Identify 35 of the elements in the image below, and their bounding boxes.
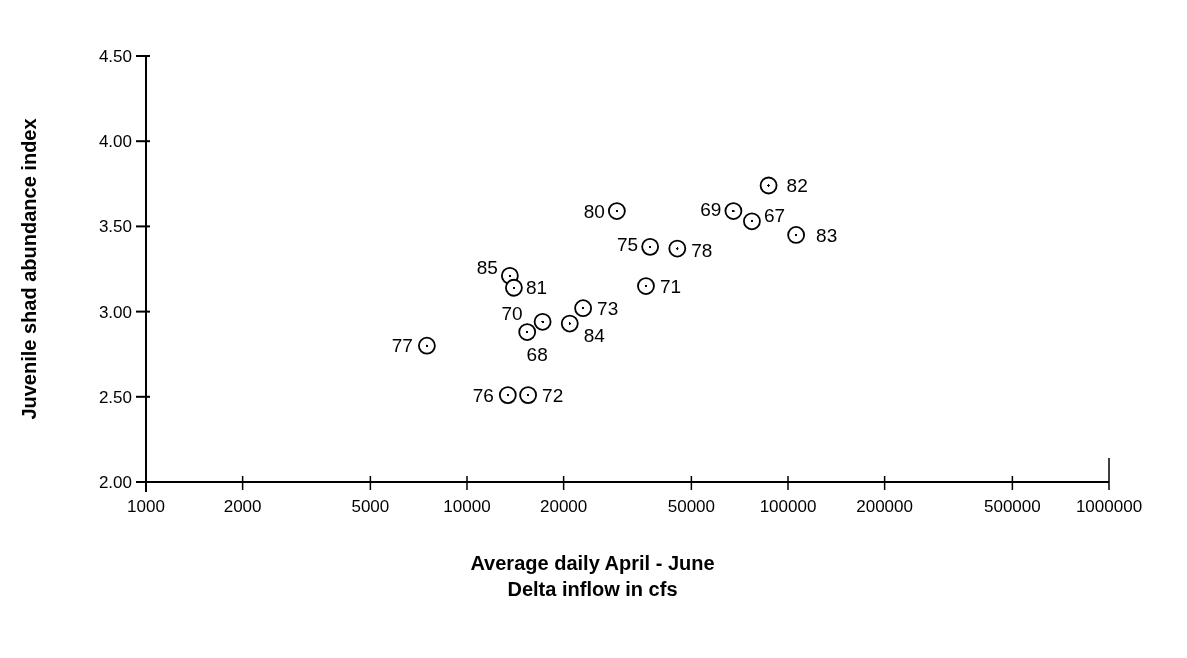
x-tick-label: 100000 <box>759 497 817 516</box>
annotation: 71 <box>659 275 682 297</box>
annotation: 81 <box>525 277 548 299</box>
x-tick-label: 5000 <box>351 497 390 516</box>
annotation: 73 <box>597 297 619 319</box>
annotation: 82 <box>786 175 808 197</box>
x-tick-label: 1000 <box>127 497 165 516</box>
annotation: 77 <box>391 335 413 357</box>
annotation: 83 <box>816 224 838 246</box>
y-tick-label: 4.00 <box>98 132 132 152</box>
x-tick-label: 200000 <box>856 497 913 516</box>
y-tick-label: 2.50 <box>98 387 132 407</box>
x-tick-label: 500000 <box>984 497 1041 516</box>
x-tick-label: 50000 <box>667 497 716 516</box>
annotation: 75 <box>617 234 639 256</box>
x-tick-label: 10000 <box>443 497 491 516</box>
annotation: 69 <box>700 198 722 220</box>
annotation: 78 <box>691 240 713 262</box>
x-tick-label: 1000000 <box>1075 497 1143 516</box>
y-axis-title: Juvenile shad abundance index <box>18 118 40 420</box>
x-tick-label: 2000 <box>223 497 262 516</box>
y-tick-label: 2.00 <box>98 472 132 492</box>
y-tick-label: 4.50 <box>98 46 132 66</box>
annotation: 76 <box>472 384 494 406</box>
annotation: 80 <box>583 200 605 222</box>
x-axis-title: Average daily April - June Delta inflow in cfs <box>470 552 715 600</box>
annotation: 67 <box>763 204 786 226</box>
x-tick-label: 20000 <box>539 497 588 516</box>
y-tick-label: 3.00 <box>98 302 132 322</box>
annotation: 84 <box>583 325 606 347</box>
y-tick-label: 3.50 <box>98 217 132 237</box>
annotation: 72 <box>542 384 564 406</box>
annotation: 85 <box>476 257 498 279</box>
annotation: 68 <box>526 343 548 365</box>
annotation: 70 <box>501 303 523 325</box>
